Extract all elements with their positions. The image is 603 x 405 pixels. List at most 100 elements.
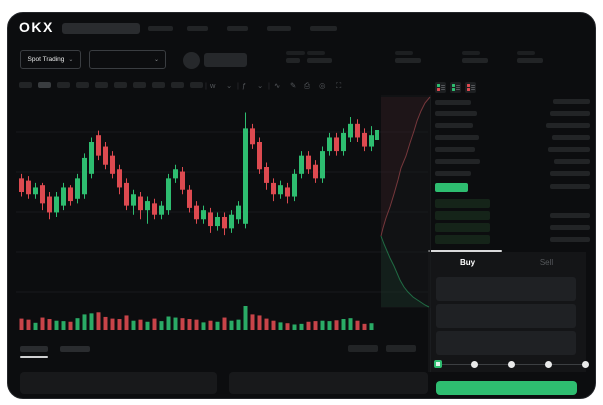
ask-row-amount[interactable] [550, 111, 590, 116]
volume-bar [243, 306, 248, 330]
slider-handle[interactable] [434, 360, 442, 368]
pair-name-placeholder [204, 53, 247, 67]
nav-item-placeholder[interactable] [310, 26, 337, 31]
volume-bar [54, 320, 59, 330]
token-avatar[interactable] [183, 52, 200, 69]
bid-row-price[interactable] [435, 223, 490, 232]
chart-range-placeholder[interactable] [348, 345, 378, 352]
last-price-marker [375, 130, 379, 140]
stat-label-placeholder [395, 51, 413, 55]
candle-body [306, 155, 311, 170]
last-price-badge[interactable] [435, 183, 468, 192]
candle-body [131, 194, 136, 206]
timeframe-button[interactable] [38, 82, 51, 88]
bid-row-amount[interactable] [550, 237, 590, 242]
chevron-down-icon[interactable]: ⌄ [257, 81, 264, 90]
book-bids-icon[interactable] [450, 82, 461, 93]
bid-row-price[interactable] [435, 211, 490, 220]
bottom-tab-placeholder[interactable] [60, 346, 90, 352]
candle-body [145, 201, 150, 211]
ask-row-price[interactable] [435, 111, 477, 116]
fullscreen-icon[interactable]: ⛶ [336, 81, 342, 90]
bid-row-price[interactable] [435, 199, 490, 208]
slider-step-dot[interactable] [471, 361, 479, 368]
volume-bar [334, 320, 339, 330]
stat-label-placeholder [286, 51, 305, 55]
ask-row-price[interactable] [435, 135, 479, 140]
bid-row-amount[interactable] [550, 225, 590, 230]
timeframe-button[interactable] [57, 82, 70, 88]
timeframe-button[interactable] [133, 82, 146, 88]
search-input[interactable] [62, 23, 140, 34]
candle-body [26, 180, 31, 195]
ask-row-amount[interactable] [550, 171, 590, 176]
active-bottom-tab-indicator [20, 356, 48, 358]
market-type-selector[interactable]: Spot Trading ⌄ [20, 50, 81, 69]
slider-step-dot[interactable] [544, 361, 552, 368]
nav-item-placeholder[interactable] [227, 26, 248, 31]
buy-submit-button[interactable] [436, 381, 577, 395]
slider-step-dot[interactable] [508, 361, 515, 368]
price-field[interactable] [436, 277, 576, 301]
book-combined-icon[interactable] [435, 82, 446, 93]
timeframe-button[interactable] [114, 82, 127, 88]
volume-bar [222, 317, 227, 330]
candle-body [285, 187, 290, 197]
volume-bar [110, 318, 115, 330]
volume-bar [341, 319, 346, 330]
ask-row-price[interactable] [435, 123, 473, 128]
nav-item-placeholder[interactable] [267, 26, 291, 31]
ask-row-amount[interactable] [554, 159, 590, 164]
timeframe-button[interactable] [76, 82, 89, 88]
tab-sell[interactable]: Sell [539, 257, 554, 267]
bid-row-price[interactable] [435, 235, 490, 244]
volume-bar [26, 319, 31, 330]
ask-row-price[interactable] [435, 147, 475, 152]
camera-icon[interactable]: ⎙ [304, 81, 310, 90]
indicators-icon[interactable]: ƒ [242, 81, 247, 90]
ask-row-amount[interactable] [546, 123, 590, 128]
timeframe-button[interactable] [152, 82, 165, 88]
ask-row-amount[interactable] [552, 135, 590, 140]
candle-body [348, 123, 353, 138]
volume-bar [180, 318, 185, 330]
settings-icon[interactable]: ◎ [319, 81, 326, 90]
pair-selector[interactable]: ⌄ [89, 50, 166, 69]
slider-step-dot[interactable] [581, 361, 589, 368]
ask-row-amount[interactable] [548, 147, 590, 152]
total-field[interactable] [436, 331, 576, 355]
nav-item-placeholder[interactable] [148, 26, 173, 31]
candle-type-icon[interactable]: ᴡ [210, 81, 216, 90]
amount-field[interactable] [436, 304, 576, 328]
volume-bar [271, 320, 276, 330]
depth-asks-area [381, 97, 430, 236]
tab-buy[interactable]: Buy [459, 257, 476, 267]
volume-bar [201, 322, 206, 330]
candle-body [215, 216, 220, 227]
active-tab-indicator [428, 250, 502, 252]
bottom-tab-placeholder[interactable] [20, 346, 48, 352]
candle-body [243, 128, 248, 224]
chart-range-placeholder[interactable] [386, 345, 416, 352]
bid-row-amount[interactable] [550, 213, 590, 218]
candle-body [19, 178, 24, 192]
ask-row-price[interactable] [435, 171, 471, 176]
line-style-icon[interactable]: ∿ [274, 81, 281, 90]
nav-item-placeholder[interactable] [187, 26, 208, 31]
candle-body [341, 132, 346, 152]
candle-body [138, 196, 143, 211]
chevron-down-icon: ⌄ [153, 57, 159, 63]
book-asks-icon[interactable] [465, 82, 476, 93]
divider: | [205, 81, 207, 90]
timeframe-button[interactable] [190, 82, 203, 88]
volume-bar [68, 321, 73, 330]
timeframe-button[interactable] [19, 82, 32, 88]
candle-body [180, 171, 185, 190]
stat-value-placeholder [286, 58, 300, 63]
timeframe-button[interactable] [171, 82, 184, 88]
draw-icon[interactable]: ✎ [290, 81, 297, 90]
timeframe-button[interactable] [95, 82, 108, 88]
ask-row-price[interactable] [435, 159, 480, 164]
chevron-down-icon[interactable]: ⌄ [226, 81, 233, 90]
